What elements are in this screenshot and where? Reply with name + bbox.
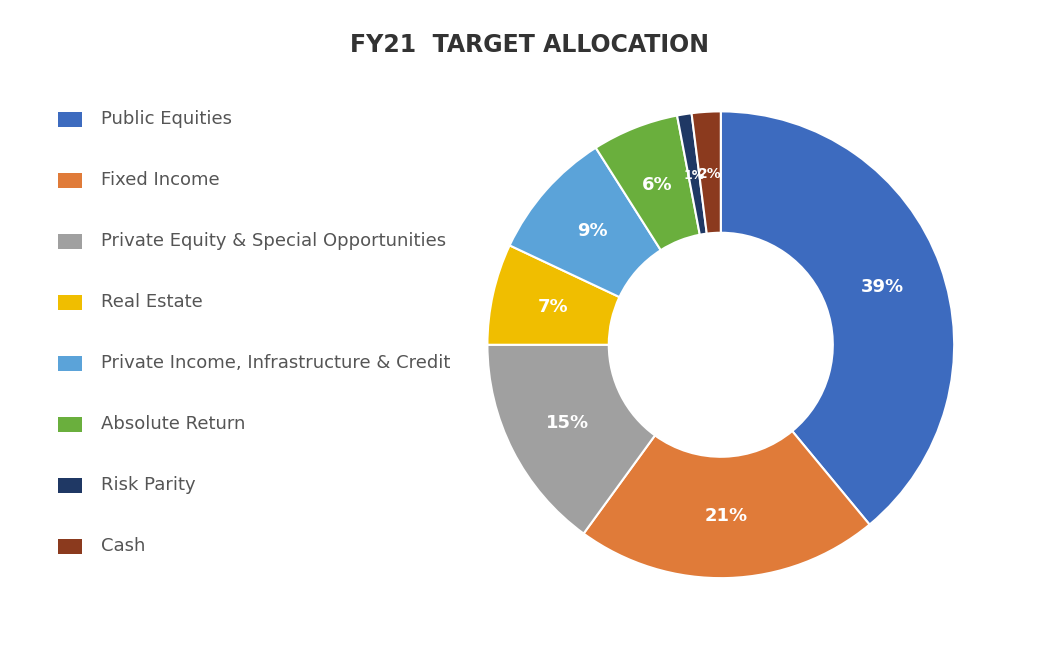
Wedge shape [596, 115, 700, 250]
Wedge shape [677, 113, 707, 235]
Text: 6%: 6% [642, 176, 673, 194]
Wedge shape [488, 345, 655, 534]
Text: Public Equities: Public Equities [101, 110, 232, 129]
Wedge shape [584, 431, 869, 578]
Wedge shape [510, 148, 660, 297]
Wedge shape [691, 111, 721, 233]
Text: 21%: 21% [705, 507, 747, 525]
Text: Private Equity & Special Opportunities: Private Equity & Special Opportunities [101, 232, 446, 251]
Wedge shape [721, 111, 954, 524]
Text: Private Income, Infrastructure & Credit: Private Income, Infrastructure & Credit [101, 354, 450, 373]
Text: 2%: 2% [699, 166, 722, 180]
Wedge shape [488, 245, 619, 345]
Text: FY21  TARGET ALLOCATION: FY21 TARGET ALLOCATION [351, 33, 709, 57]
Text: Cash: Cash [101, 537, 145, 556]
Text: Fixed Income: Fixed Income [101, 171, 219, 190]
Text: Risk Parity: Risk Parity [101, 476, 195, 495]
Text: 7%: 7% [538, 298, 569, 316]
Text: Absolute Return: Absolute Return [101, 415, 245, 434]
Text: Real Estate: Real Estate [101, 293, 202, 312]
Text: 1%: 1% [684, 169, 705, 182]
Text: 15%: 15% [546, 414, 589, 432]
Text: 9%: 9% [577, 222, 607, 240]
Text: 39%: 39% [861, 278, 904, 296]
